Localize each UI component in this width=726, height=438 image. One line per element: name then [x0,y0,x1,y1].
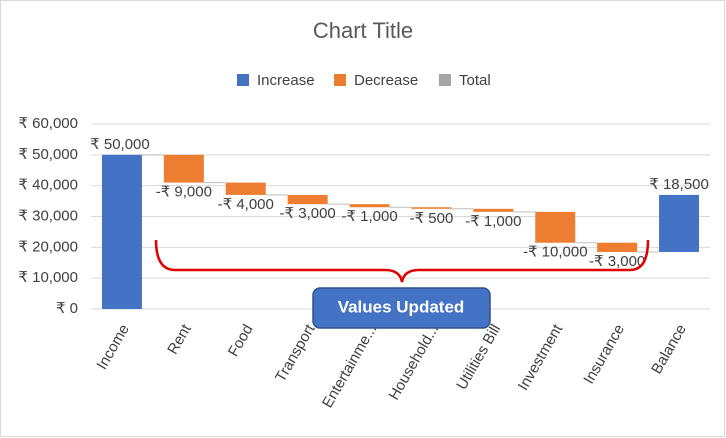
data-label: -₹ 1,000 [341,208,397,225]
legend-swatch [334,74,346,86]
bar [659,194,700,252]
legend-label: Decrease [354,72,418,89]
data-label: -₹ 4,000 [218,196,274,213]
bar [349,204,390,208]
legend-label: Total [459,72,491,89]
legend-swatch [237,74,249,86]
bar [535,211,576,243]
data-label: -₹ 3,000 [589,253,645,270]
y-tick-label: ₹ 0 [56,300,78,317]
y-tick-label: ₹ 30,000 [18,207,78,224]
bar [597,242,638,252]
data-label: ₹ 18,500 [649,176,709,193]
y-tick-label: ₹ 10,000 [18,269,78,286]
y-tick-label: ₹ 60,000 [18,115,78,132]
annotation-brace [154,239,650,283]
legend-label: Increase [257,72,315,89]
y-tick-label: ₹ 50,000 [18,146,78,163]
bar [473,208,514,212]
data-label: -₹ 10,000 [523,244,588,261]
y-tick-label: ₹ 20,000 [18,238,78,255]
y-tick-label: ₹ 40,000 [18,177,78,194]
bar [411,207,452,209]
bar [101,154,142,309]
chart-title: Chart Title [313,18,413,43]
legend-swatch [439,74,451,86]
bar [287,194,328,205]
bar [163,154,204,183]
annotation-text: Values Updated [338,297,465,316]
data-label: ₹ 50,000 [90,136,150,153]
data-label: -₹ 1,000 [465,213,521,230]
data-label: -₹ 3,000 [280,205,336,222]
data-label: -₹ 9,000 [156,184,212,201]
bar [225,182,266,195]
annotation-box [312,287,491,329]
data-label: -₹ 500 [410,210,454,227]
